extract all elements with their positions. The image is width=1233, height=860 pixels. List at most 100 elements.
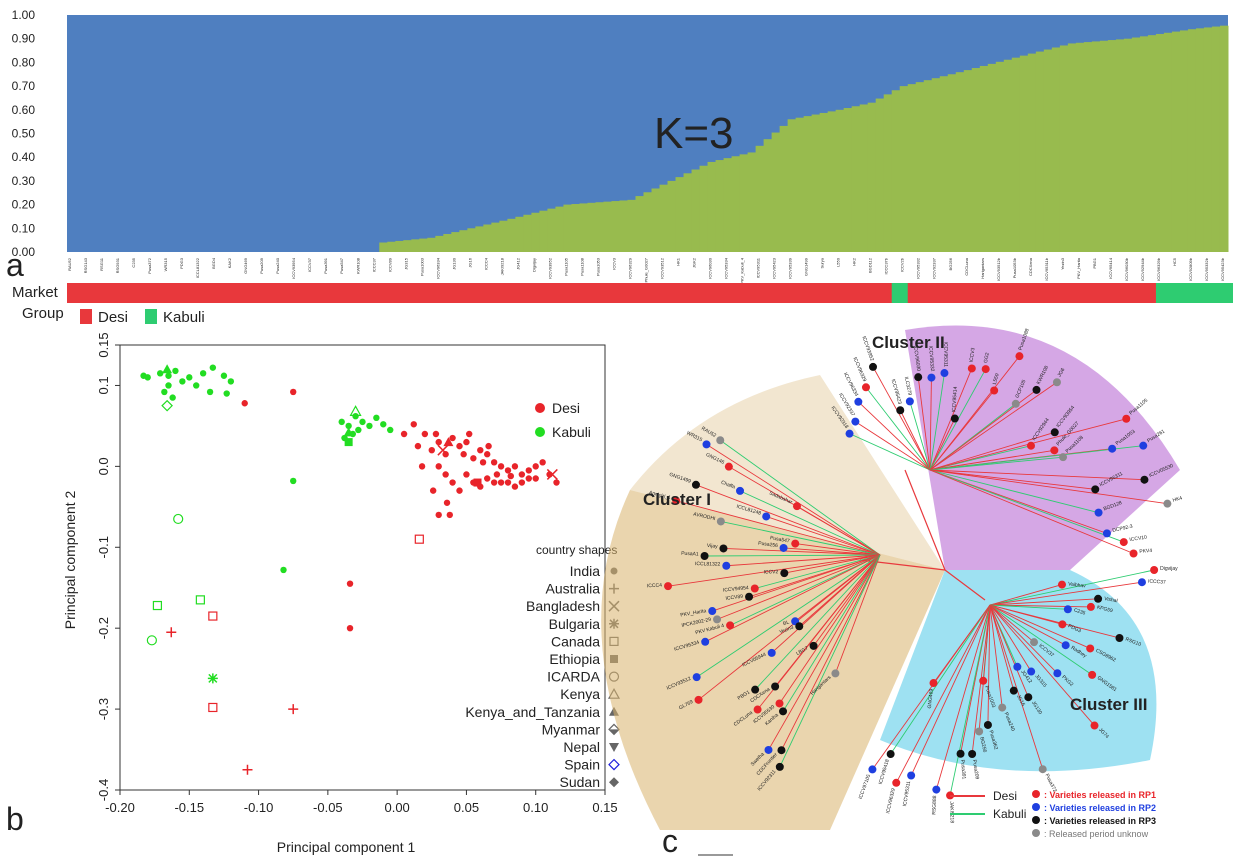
sample-label: Pusa547: [339, 257, 344, 274]
sample-label: Pusa372: [147, 257, 152, 274]
x-tick-label: 0.05: [454, 800, 479, 815]
admixture-bar-green: [611, 201, 620, 252]
pca-point-kabuli: [165, 372, 172, 379]
panel-label-a: a: [6, 247, 24, 283]
sample-label: ICCL81322: [195, 257, 200, 278]
y-tick-label: -0.4: [96, 779, 111, 801]
x-tick-label: -0.20: [105, 800, 135, 815]
pca-marker-open-square: [195, 595, 205, 605]
admixture-bar-green: [915, 82, 925, 253]
admixture-bar-green: [595, 202, 604, 252]
tree-leaf-dot: [1050, 446, 1059, 455]
sample-label: RSG931: [115, 257, 120, 273]
tree-leaf-dot: [956, 749, 965, 758]
sample-label: Yezin3: [1060, 257, 1065, 270]
admixture-bar-green: [1091, 41, 1101, 253]
tree-branch: [855, 421, 931, 471]
tree-leaf-dot: [1015, 352, 1024, 361]
tree-branch: [858, 401, 931, 471]
admixture-bar-green: [555, 206, 564, 252]
pca-point-desi: [435, 438, 442, 446]
tree-branch: [989, 604, 1058, 674]
tree-leaf-label: ICCV95332: [927, 346, 935, 372]
admixture-bar-green: [539, 210, 548, 252]
shape-legend-icon: [608, 758, 620, 771]
tree-leaf-dot: [1009, 686, 1018, 695]
admixture-bar-green: [1035, 51, 1045, 252]
sample-label: KWR108: [355, 257, 360, 274]
sample-label: JAKI9218: [499, 257, 504, 275]
tree-branch: [929, 431, 1055, 471]
market-segment: [907, 283, 1157, 303]
admixture-bar-green: [1075, 42, 1085, 253]
pca-point-desi: [525, 475, 532, 482]
tree-branch: [929, 355, 1020, 471]
tree-leaf-label: ICCV96334: [842, 372, 859, 398]
tree-branch: [698, 554, 881, 701]
tree-leaf-label: GNG469: [927, 688, 935, 708]
admixture-bar-green: [411, 239, 420, 252]
sample-label: ICCV95332: [916, 257, 921, 278]
tree-leaf-dot: [694, 695, 703, 704]
tree-leaf-dot: [775, 699, 784, 708]
tree-leaf-label: ICCV95418: [878, 758, 891, 785]
tree-branch: [917, 377, 931, 471]
tree-branch: [696, 554, 881, 678]
shape-legend-label: Bangladesh: [526, 598, 600, 614]
sample-label: Pusa209: [259, 257, 264, 274]
tree-leaf-dot: [722, 561, 731, 570]
admixture-bar-green: [651, 188, 661, 252]
tree-leaf-label: KPG59: [1096, 604, 1113, 614]
tree-leaf-label: ICCV10: [1129, 534, 1147, 543]
tree-leaf-label: PusaA1: [681, 551, 699, 558]
pca-point-desi: [290, 388, 297, 396]
admixture-bar-green: [547, 208, 556, 252]
tree-branch: [989, 604, 1035, 643]
tree-branch: [989, 604, 1091, 649]
tree-branch: [779, 554, 881, 704]
pca-point-desi: [432, 430, 440, 438]
admixture-bar-green: [1107, 40, 1117, 252]
tree-branch: [989, 604, 1044, 770]
shape-legend-title: country shapes: [536, 543, 617, 557]
tree-leaf-label: ICCV2: [763, 569, 778, 575]
tree-leaf-label: PKV4: [1139, 548, 1152, 555]
tree-leaf-dot: [716, 517, 725, 526]
tree-leaf-dot: [1094, 508, 1103, 517]
admixture-bar-green: [491, 222, 500, 252]
pca-point-kabuli: [220, 372, 228, 379]
legend-dot-rp1: [1032, 790, 1040, 798]
tree-leaf-dot: [1119, 538, 1128, 547]
pca-point-desi: [449, 479, 456, 486]
pca-point-desi: [429, 487, 437, 494]
pca-point-desi: [504, 467, 512, 474]
tree-leaf-dot: [1024, 693, 1033, 702]
pca-point-desi: [485, 442, 492, 450]
pca-point-desi: [532, 463, 539, 470]
tree-branch: [719, 439, 881, 556]
tree-leaf-label: ICCC4: [647, 582, 663, 589]
admixture-bar-green: [387, 241, 396, 252]
tree-leaf-dot: [868, 765, 877, 774]
pca-point-desi: [442, 451, 449, 458]
y-tick-label: 0.80: [12, 55, 36, 69]
tree-leaf-label: Pusa256: [758, 541, 779, 550]
admixture-bar-green: [1131, 37, 1141, 252]
admixture-bar-green: [523, 214, 532, 252]
pca-point-desi: [518, 479, 526, 486]
tree-leaf-dot: [700, 551, 709, 560]
pca-marker-open-circle: [173, 513, 184, 525]
admixture-bar-green: [507, 218, 516, 252]
admixture-bar-green: [483, 224, 492, 252]
admixture-bar-green: [707, 161, 717, 252]
tree-leaf-dot: [932, 785, 941, 794]
admixture-bar-green: [1219, 25, 1229, 252]
pca-marker-open-square: [414, 534, 424, 544]
tree-leaf-dot: [854, 397, 863, 406]
pca-point-desi: [414, 442, 422, 450]
pca-point-desi: [460, 451, 467, 458]
pca-point-desi: [435, 463, 442, 470]
pca-point-desi: [493, 471, 501, 478]
admixture-bar-green: [603, 201, 612, 252]
sample-label: CDCXena: [1028, 257, 1033, 276]
